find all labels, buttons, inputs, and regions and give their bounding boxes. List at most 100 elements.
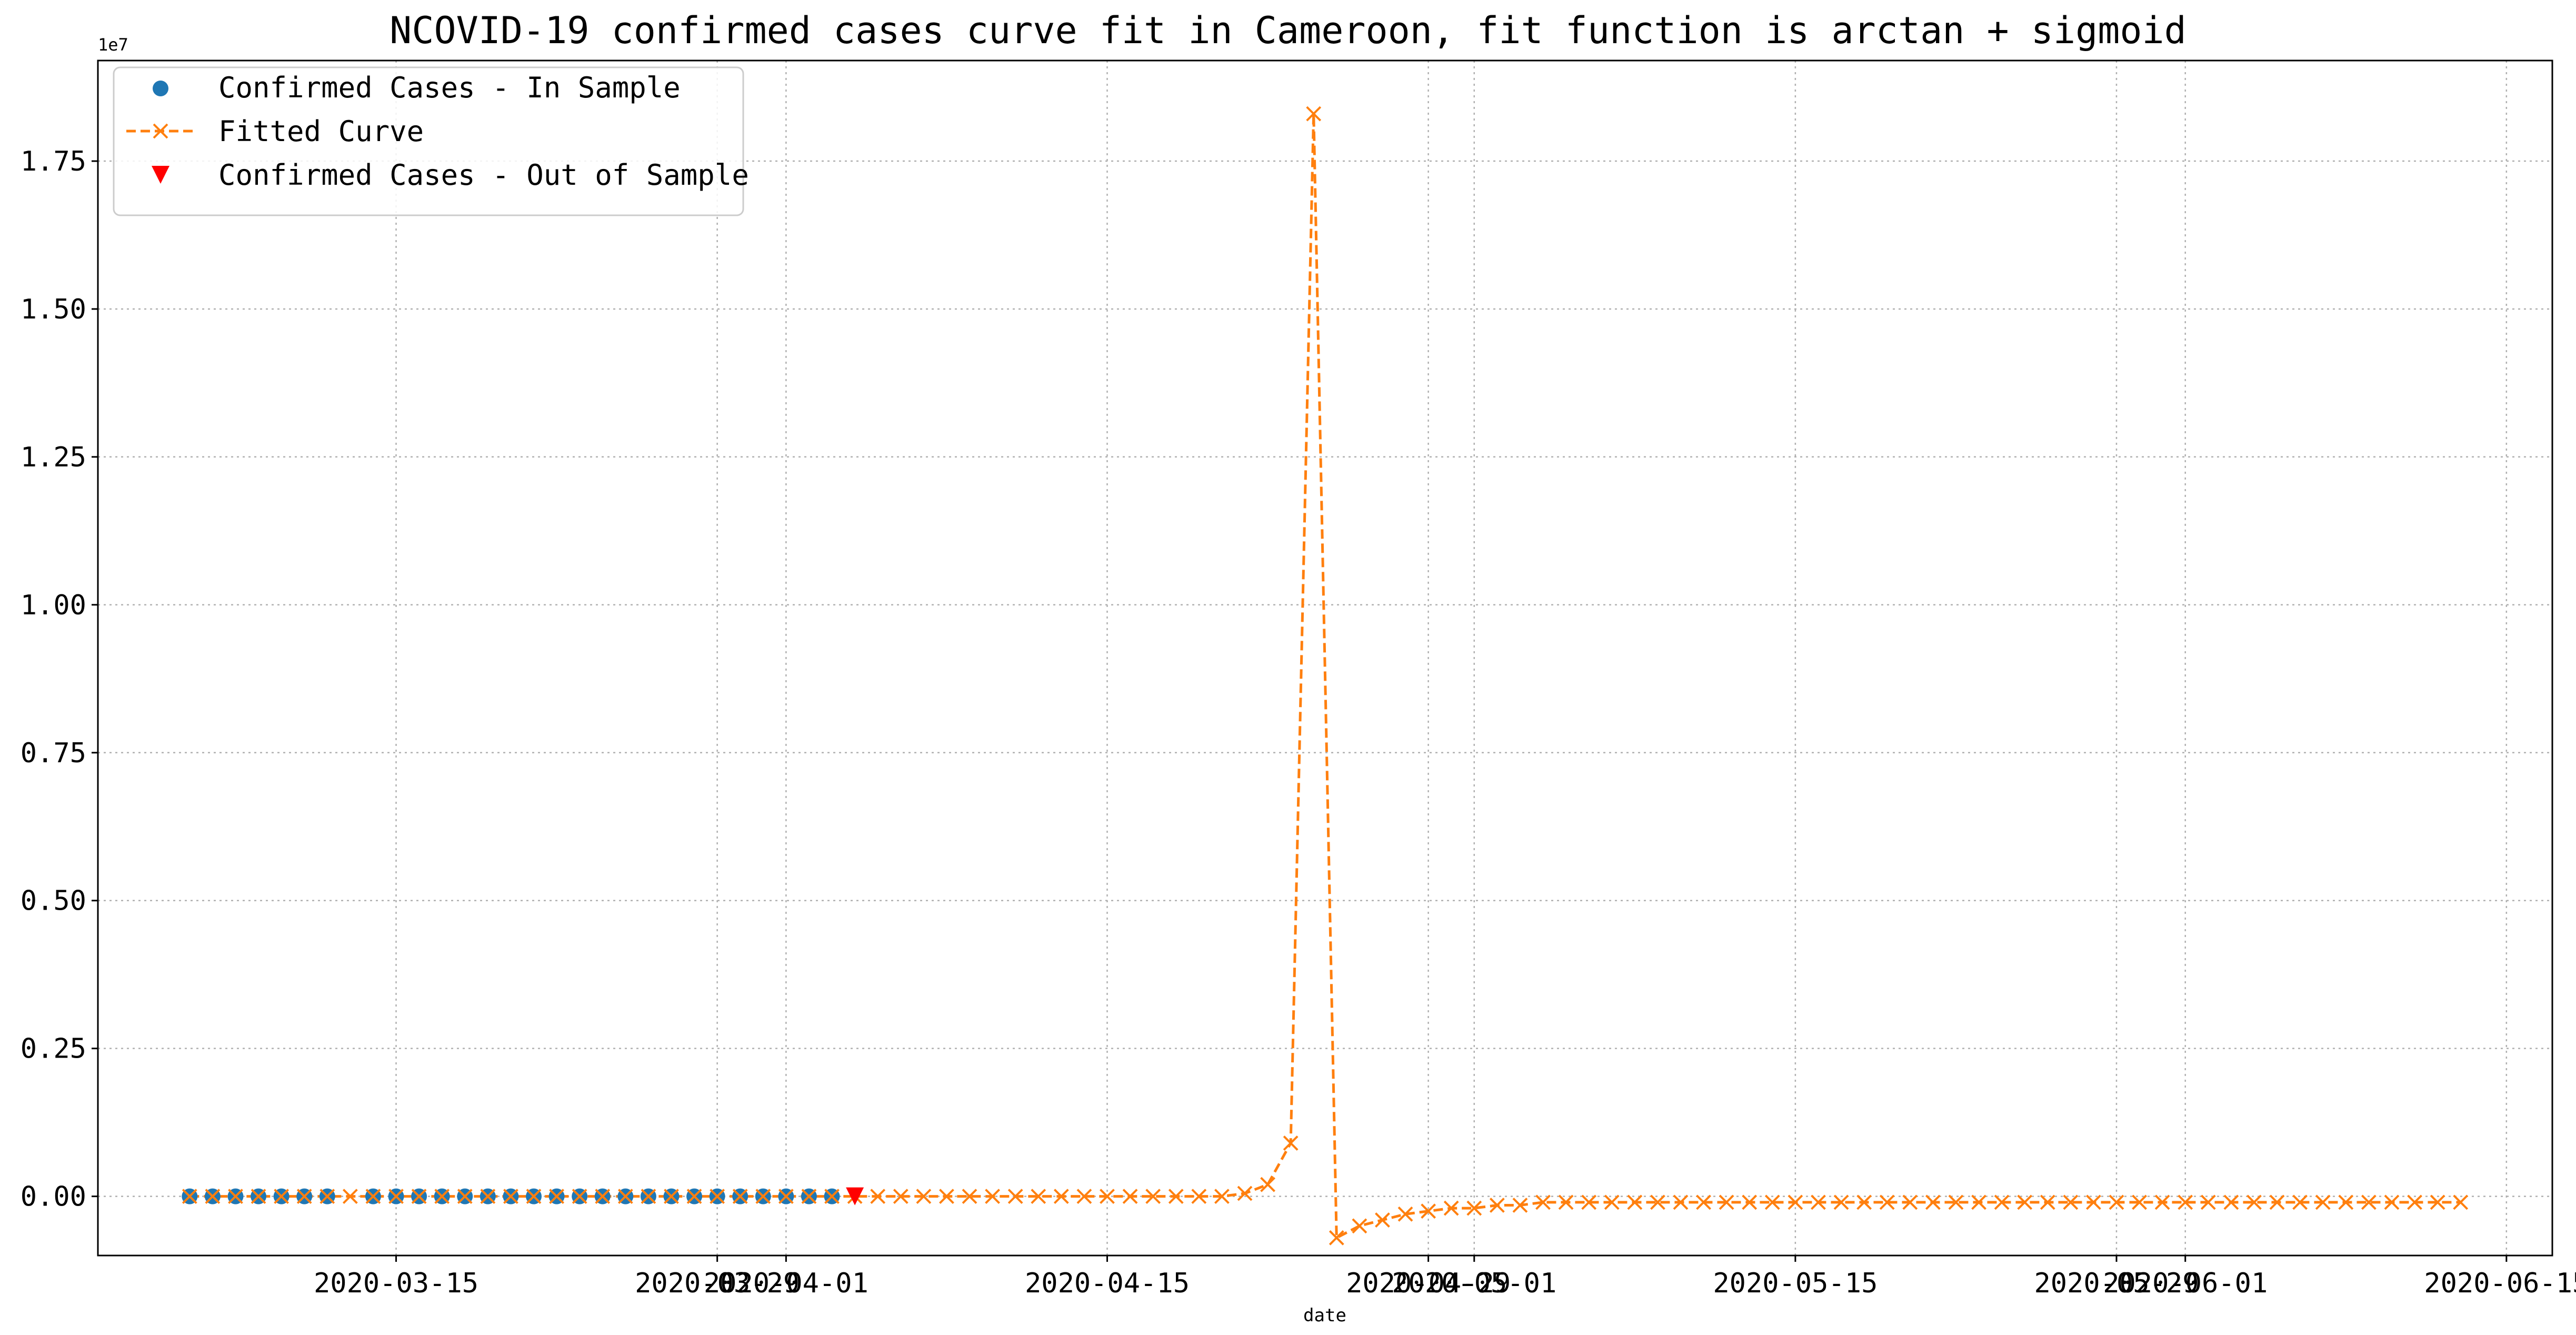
fitted-point (1764, 1194, 1780, 1210)
x-tick-label: 2020-03-15 (314, 1268, 478, 1299)
fitted-point (1604, 1194, 1620, 1210)
fitted-point (365, 1189, 381, 1204)
chart-title: NCOVID-19 confirmed cases curve fit in C… (390, 9, 2186, 52)
fitted-point (1168, 1189, 1184, 1204)
y-tick-label: 1.00 (21, 590, 86, 621)
fitted-point (916, 1189, 932, 1204)
fitted-point (617, 1189, 633, 1204)
fitted-point (388, 1189, 404, 1204)
fitted-point (274, 1189, 289, 1204)
fitted-point (1007, 1189, 1023, 1204)
y-tick-label: 1.50 (21, 294, 86, 325)
fitted-point (1902, 1194, 1918, 1210)
legend-label: Confirmed Cases - In Sample (218, 71, 681, 104)
fitted-point (1466, 1200, 1482, 1216)
fitted-point (893, 1189, 908, 1204)
fitted-point (251, 1189, 266, 1204)
fitted-point (2315, 1194, 2331, 1210)
fitted-point (480, 1189, 496, 1204)
x-tick-label: 2020-05-15 (1713, 1268, 1878, 1299)
fitted-point (2200, 1194, 2216, 1210)
y-tick-label: 0.50 (21, 885, 86, 917)
grid (98, 61, 2552, 1256)
fitted-point (2453, 1194, 2469, 1210)
fitted-point (1627, 1194, 1643, 1210)
fitted-point (962, 1189, 977, 1204)
fitted-point (732, 1189, 748, 1204)
fitted-point (1489, 1198, 1505, 1213)
fitted-point (1375, 1212, 1390, 1228)
fitted-point (1833, 1194, 1849, 1210)
fitted-point (1260, 1177, 1275, 1192)
x-axis-label: date (1303, 1305, 1346, 1326)
fitted-point (1856, 1194, 1872, 1210)
y-offset-label: 1e7 (98, 35, 128, 55)
fitted-point (1719, 1194, 1734, 1210)
fitted-point (1925, 1194, 1941, 1210)
y-tick-label: 1.25 (21, 442, 86, 473)
x-tick-label: 2020-04-15 (1025, 1268, 1190, 1299)
legend-handle-out-of-sample (152, 166, 169, 184)
fitted-point (2040, 1194, 2055, 1210)
fitted-point (2430, 1194, 2445, 1210)
fitted-point (2132, 1194, 2147, 1210)
fitted-point (411, 1189, 427, 1204)
x-tick-label: 2020-03-29 (635, 1268, 800, 1299)
fitted-point (503, 1189, 518, 1204)
fitted-point (1076, 1189, 1092, 1204)
y-tick-label: 0.75 (21, 738, 86, 769)
fitted-point (2407, 1194, 2422, 1210)
axes-frame (97, 59, 2553, 1257)
fitted-point (342, 1189, 358, 1204)
fitted-point (205, 1189, 221, 1204)
fitted-point (985, 1189, 1001, 1204)
fitted-point (434, 1189, 450, 1204)
fitted-point (1031, 1189, 1046, 1204)
fitted-curve-line (189, 114, 2461, 1240)
fitted-point (1581, 1194, 1597, 1210)
fitted-point (1788, 1194, 1803, 1210)
fitted-point (641, 1189, 656, 1204)
fitted-point (1673, 1194, 1689, 1210)
fitted-point (824, 1189, 840, 1204)
y-axis: 0.00 0.25 0.50 0.75 1.00 1.25 1.50 1.75 (21, 146, 98, 1213)
fitted-point (755, 1189, 771, 1204)
legend-handle-fitted-marker (153, 123, 168, 139)
fitted-point (549, 1189, 565, 1204)
y-tick-label: 1.75 (21, 146, 86, 177)
fitted-point (1650, 1194, 1665, 1210)
y-tick-label: 0.25 (21, 1033, 86, 1065)
fitted-point (2292, 1194, 2308, 1210)
fitted-point (686, 1189, 702, 1204)
x-tick-label: 2020-06-01 (2103, 1268, 2268, 1299)
fitted-point (2085, 1194, 2101, 1210)
fitted-point (526, 1189, 542, 1204)
fitted-point (2154, 1194, 2170, 1210)
y-tick-label: 0.00 (21, 1181, 86, 1213)
legend-label: Confirmed Cases - Out of Sample (218, 158, 749, 192)
legend-box (113, 66, 744, 216)
fitted-point (1122, 1189, 1138, 1204)
fitted-point (1742, 1194, 1758, 1210)
fitted-point (2338, 1194, 2354, 1210)
fitted-point (1397, 1206, 1413, 1222)
fitted-point (595, 1189, 611, 1204)
legend-label: Fitted Curve (218, 115, 424, 148)
fitted-point (1329, 1230, 1344, 1246)
fitted-point (1214, 1189, 1230, 1204)
fitted-point (1971, 1194, 1986, 1210)
fitted-point (1100, 1189, 1115, 1204)
x-tick-label: 2020-06-15 (2424, 1268, 2576, 1299)
fitted-point (228, 1189, 243, 1204)
fitted-point (1283, 1135, 1299, 1151)
fitted-point (1191, 1189, 1207, 1204)
fitted-point (457, 1189, 473, 1204)
fitted-point (2223, 1194, 2239, 1210)
x-tick-label: 2020-04-01 (704, 1268, 868, 1299)
fitted-point (1535, 1194, 1551, 1210)
fitted-point (2017, 1194, 2033, 1210)
fitted-point (2269, 1194, 2285, 1210)
